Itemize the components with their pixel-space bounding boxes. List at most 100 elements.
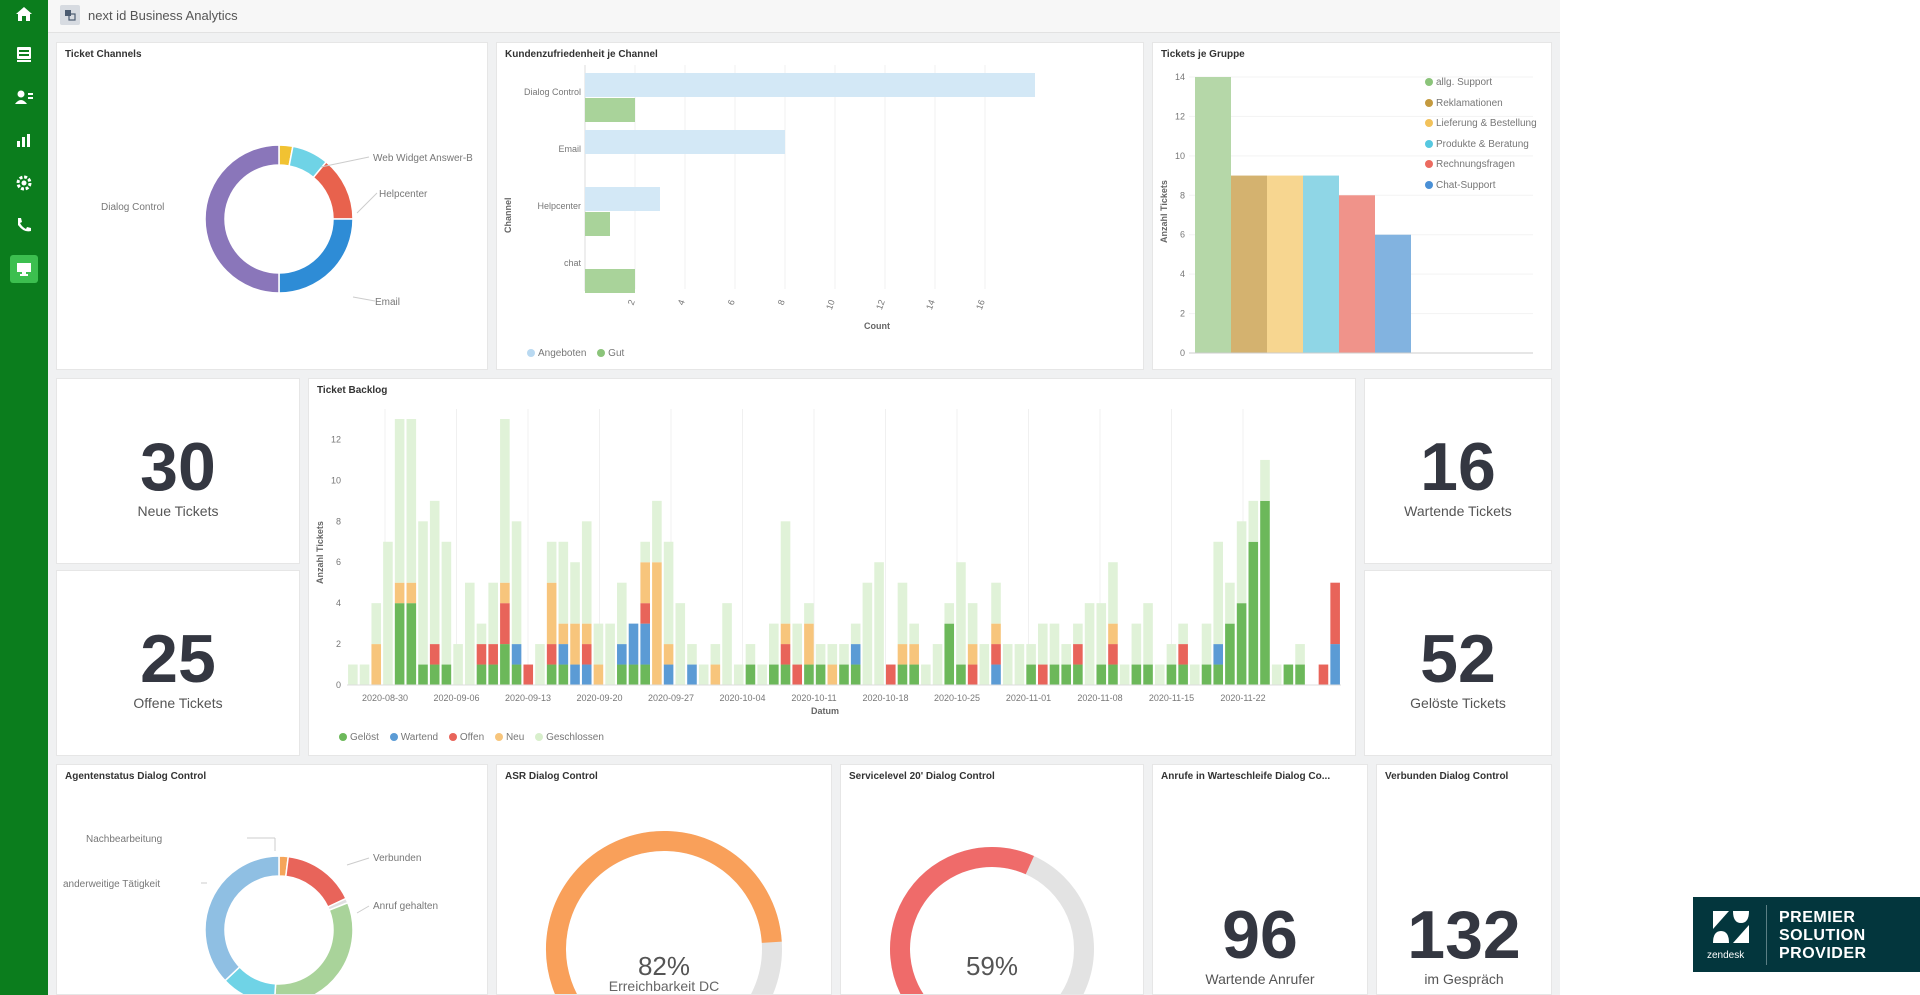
- backlog-bar-geschlossen: [383, 541, 393, 685]
- backlog-bar-offen: [967, 664, 978, 685]
- backlog-bar-neu: [581, 623, 592, 645]
- backlog-bar-geschlossen: [663, 541, 674, 645]
- backlog-bar-geschlossen: [698, 664, 709, 685]
- legend-geschlossen: Geschlossen: [546, 732, 604, 743]
- y-tick-label: 12: [331, 434, 341, 444]
- backlog-bar-neu: [546, 582, 557, 645]
- donut-slice-anderweitige-t-tigkeit: [204, 855, 280, 982]
- panel-kundenzufriedenheit: Kundenzufriedenheit je Channel Channel C…: [496, 42, 1144, 370]
- settings-icon[interactable]: [10, 169, 38, 197]
- x-tick-label: 2020-11-01: [1006, 693, 1051, 703]
- x-tick-label: 6: [726, 298, 737, 306]
- backlog-bar-gelöst: [769, 664, 779, 685]
- y-tick-label: Dialog Control: [524, 87, 581, 97]
- backlog-bar-gelöst: [1283, 664, 1294, 685]
- backlog-bar-geschlossen: [1236, 521, 1247, 604]
- panel-title: Servicelevel 20' Dialog Control: [849, 771, 995, 782]
- backlog-bar-geschlossen: [733, 664, 744, 685]
- backlog-bar-geschlossen: [932, 644, 943, 685]
- backlog-bar-geschlossen: [1154, 664, 1165, 685]
- backlog-bar-neu: [652, 562, 662, 685]
- y-tick-label: 8: [1180, 190, 1185, 200]
- backlog-bar-gelöst: [558, 664, 569, 685]
- backlog-bar-gelöst: [780, 664, 791, 685]
- backlog-bar-geschlossen: [1295, 644, 1305, 665]
- legend-reklamationen: Reklamationen: [1436, 97, 1503, 109]
- backlog-bar-geschlossen: [1271, 664, 1282, 685]
- backlog-bar-geschlossen: [804, 603, 814, 624]
- x-tick-label: 2020-10-18: [862, 693, 908, 703]
- backlog-bar-geschlossen: [488, 582, 498, 645]
- backlog-bar-geschlossen: [944, 603, 955, 624]
- backlog-bar-geschlossen: [535, 644, 545, 685]
- panel-tickets-je-gruppe: Tickets je Gruppe Anzahl Tickets 0 2 4 6 8 10…: [1152, 42, 1552, 370]
- metric-label: im Gespräch: [1424, 971, 1504, 987]
- backlog-bar-neu: [640, 562, 650, 604]
- backlog-bar-gelöst: [956, 664, 966, 685]
- backlog-bar-geschlossen: [500, 419, 510, 583]
- backlog-bar-wartend: [617, 644, 627, 665]
- x-axis-label: Datum: [811, 706, 839, 716]
- asr-gauge: 82% Erreichbarkeit DC: [546, 831, 782, 994]
- legend-allg-support: allg. Support: [1436, 77, 1493, 88]
- panel-warteschleife: Anrufe in Warteschleife Dialog Co... 96 W…: [1152, 764, 1368, 995]
- backlog-bar-wartend: [663, 664, 674, 685]
- backlog-bar-gelöst: [1073, 664, 1083, 685]
- backlog-bar-geschlossen: [1225, 582, 1235, 624]
- y-tick-label: 12: [1175, 111, 1185, 121]
- panel-neue-tickets: 30 Neue Tickets: [56, 378, 300, 564]
- backlog-bar-geschlossen: [1084, 603, 1095, 685]
- gauge-value: 82%: [638, 951, 690, 981]
- bar-produkte-beratung: [1303, 175, 1339, 353]
- backlog-bar-neu: [710, 664, 721, 685]
- legend-offen: Offen: [459, 732, 485, 743]
- bar-angeboten-helpcenter: [585, 187, 660, 211]
- y-tick-label: 6: [1180, 230, 1185, 240]
- monitor-icon[interactable]: [10, 255, 38, 283]
- ticket-channels-donut: Web Widget Answer-B Helpcenter Email Dia…: [101, 144, 473, 308]
- metric-value: 52: [1420, 621, 1496, 697]
- x-tick-label: 2020-11-22: [1220, 693, 1265, 703]
- gauge-fill: [890, 847, 1034, 994]
- backlog-bar-neu: [1108, 623, 1118, 645]
- x-tick-label: 2020-08-30: [362, 693, 408, 703]
- backlog-bar-offen: [780, 644, 791, 665]
- donut-slice-dialog-control: [204, 144, 280, 294]
- backlog-bar-geschlossen: [1026, 644, 1036, 665]
- kundenzufriedenheit-legend: Angeboten Gut: [527, 348, 632, 359]
- backlog-bar-offen: [1038, 664, 1048, 685]
- legend-gut: Gut: [608, 348, 625, 359]
- backlog-bar-geschlossen: [757, 664, 767, 685]
- metric-label: Wartende Tickets: [1404, 503, 1512, 519]
- y-axis-label: Anzahl Tickets: [315, 521, 325, 584]
- backlog-bar-geschlossen: [991, 582, 1001, 624]
- backlog-bar-gelöst: [1260, 500, 1270, 685]
- x-tick-label: 2: [626, 298, 637, 306]
- users-icon[interactable]: [10, 83, 38, 111]
- backlog-bar-geschlossen: [476, 623, 487, 645]
- y-tick-label: 0: [1180, 348, 1185, 358]
- zendesk-logo-icon: [1713, 911, 1749, 943]
- backlog-bar-gelöst: [500, 644, 510, 685]
- backlog-bar-geschlossen: [441, 541, 452, 665]
- backlog-bar-geschlossen: [1002, 644, 1013, 685]
- backlog-bar-geschlossen: [1049, 623, 1060, 665]
- backlog-bar-gelöst: [1213, 664, 1224, 685]
- backlog-bar-neu: [593, 664, 604, 685]
- backlog-bar-gelöst: [441, 664, 452, 685]
- phone-icon[interactable]: [10, 211, 38, 239]
- backlog-bar-gelöst: [546, 664, 557, 685]
- inbox-icon[interactable]: [10, 40, 38, 68]
- home-icon[interactable]: [10, 0, 38, 28]
- x-tick-label: 14: [924, 298, 937, 311]
- backlog-bar-neu: [406, 582, 417, 604]
- donut-label-anderweitige: anderweitige Tätigkeit: [63, 879, 160, 890]
- backlog-bar-geschlossen: [815, 644, 826, 665]
- backlog-bar-offen: [885, 664, 896, 685]
- panel-wartende-tickets: 16 Wartende Tickets: [1364, 378, 1552, 564]
- sidebar: [0, 0, 48, 995]
- panel-ticket-channels: Ticket Channels Web Widget Answer-B Help…: [56, 42, 488, 370]
- metric-value: 25: [140, 621, 216, 697]
- backlog-bar-geschlossen: [921, 664, 931, 685]
- reports-icon[interactable]: [10, 126, 38, 154]
